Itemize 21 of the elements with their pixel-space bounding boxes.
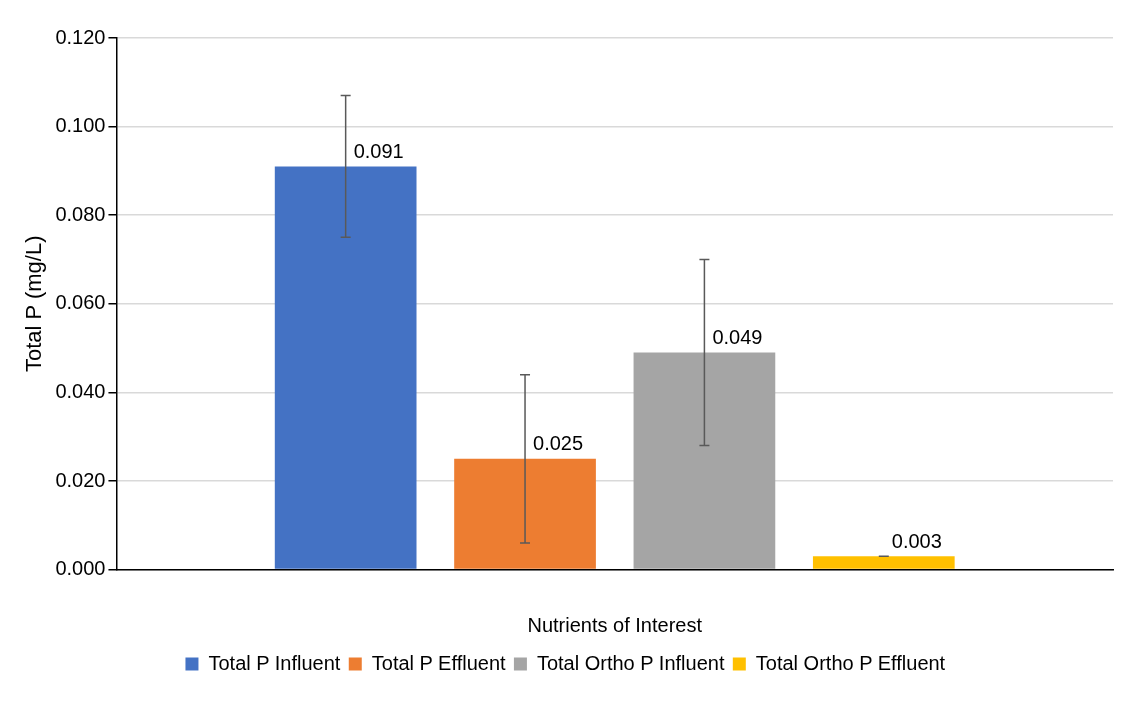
y-tick-label: 0.060 <box>55 291 106 314</box>
bar <box>454 458 596 569</box>
y-tick-label: 0.080 <box>55 202 106 225</box>
data-label: 0.025 <box>533 432 584 455</box>
data-label: 0.049 <box>712 326 763 349</box>
legend-label: Total Ortho P Influent <box>536 651 725 674</box>
data-label: 0.003 <box>891 529 942 552</box>
legend-label: Total P Effluent <box>371 651 507 674</box>
legend-label: Total P Influent <box>208 651 341 674</box>
y-axis-title: Total P (mg/L) <box>21 235 47 373</box>
y-tick-label: 0.020 <box>55 468 106 491</box>
bar <box>812 556 955 569</box>
data-label: 0.091 <box>353 139 404 162</box>
legend-label: Total Ortho P Effluent <box>755 651 946 674</box>
y-tick-label: 0.100 <box>55 114 106 137</box>
y-tick-label: 0.040 <box>55 379 106 402</box>
x-axis-title: Nutrients of Interest <box>527 613 703 636</box>
y-tick-label: 0.000 <box>55 557 106 580</box>
y-tick-label: 0.120 <box>55 25 106 48</box>
bar <box>274 166 417 569</box>
bar <box>633 352 776 569</box>
